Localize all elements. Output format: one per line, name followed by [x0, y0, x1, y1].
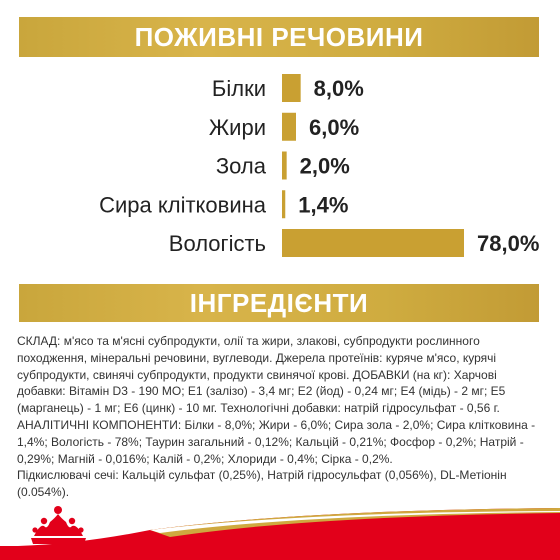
bar — [282, 190, 286, 219]
value-label: 1,4% — [298, 192, 348, 217]
value-label: 6,0% — [309, 115, 359, 140]
crown-icon — [31, 506, 86, 544]
bar — [282, 151, 287, 180]
bar — [282, 74, 301, 102]
value-label: 8,0% — [314, 76, 364, 101]
ingredients-text: СКЛАД: м'ясо та м'ясні субпродукти, олії… — [17, 333, 545, 501]
category-label: Вологість — [169, 231, 266, 256]
bar — [282, 229, 464, 257]
category-label: Зола — [216, 154, 267, 179]
red-swoosh — [0, 508, 560, 560]
nutrient-bar-chart: Білки 8,0% Жири 6,0% Зола 2,0% Сира клітковина… — [99, 74, 539, 257]
category-label: Жири — [209, 115, 266, 140]
category-label: Сира клітковина — [99, 192, 267, 217]
bar — [282, 112, 296, 141]
category-label: Білки — [212, 76, 266, 101]
brand-footer — [0, 506, 560, 560]
composition-paragraph: СКЛАД: м'ясо та м'ясні субпродукти, олії… — [17, 334, 536, 466]
value-label: 2,0% — [300, 154, 350, 179]
nutrients-header: ПОЖИВНІ РЕЧОВИНИ — [19, 17, 539, 57]
value-label: 78,0% — [477, 231, 539, 256]
ingredients-header: ІНГРЕДІЄНТИ — [19, 284, 539, 322]
urine-acidifiers-paragraph: Підкислювачі сечі: Кальцій сульфат (0,25… — [17, 468, 507, 500]
white-stripe — [150, 511, 560, 533]
